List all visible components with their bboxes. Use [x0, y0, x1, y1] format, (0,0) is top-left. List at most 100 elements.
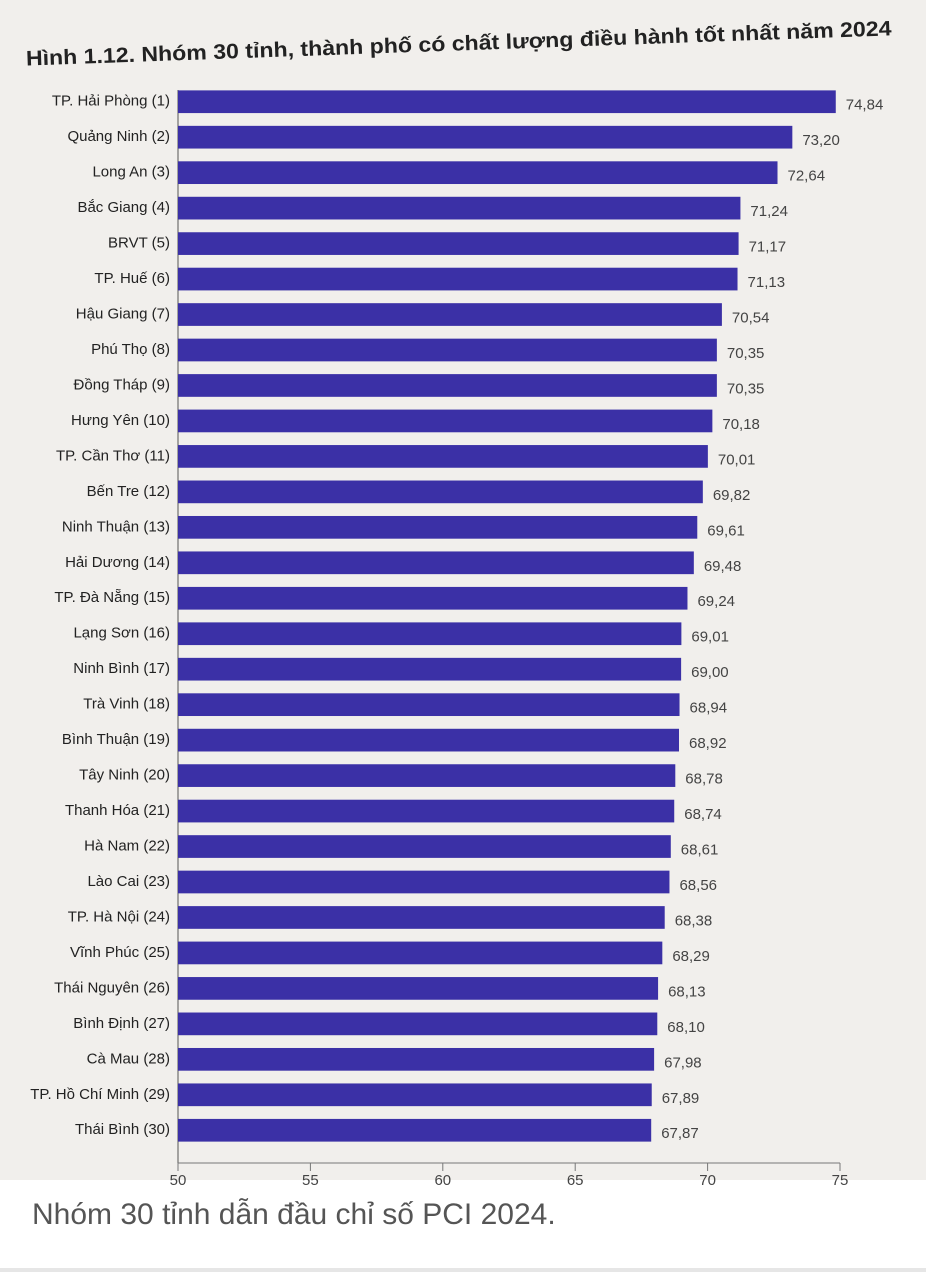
- bar: [178, 941, 663, 965]
- value-label: 69,48: [704, 558, 742, 575]
- value-label: 70,35: [727, 380, 765, 397]
- bar: [178, 586, 688, 610]
- x-tick-label: 75: [832, 1172, 849, 1189]
- bar: [178, 622, 682, 646]
- y-tick-label: Lạng Sơn (16): [73, 625, 170, 642]
- y-tick-label: TP. Hà Nội (24): [68, 908, 170, 925]
- y-tick-label: TP. Huế (6): [94, 270, 170, 287]
- value-label: 68,74: [684, 806, 722, 823]
- value-label: 70,01: [718, 451, 756, 468]
- bar: [178, 1083, 652, 1107]
- bar: [178, 303, 722, 326]
- y-tick-label: BRVT (5): [108, 235, 170, 252]
- bar: [178, 906, 665, 929]
- value-label: 73,20: [802, 132, 840, 149]
- bar: [178, 693, 680, 717]
- y-tick-label: Ninh Bình (17): [73, 660, 170, 677]
- value-label: 70,35: [727, 345, 765, 362]
- bar: [178, 1047, 655, 1071]
- y-tick-label: TP. Đà Nẵng (15): [54, 589, 170, 606]
- bar: [178, 764, 676, 787]
- value-label: 68,13: [668, 983, 706, 1000]
- bar: [178, 232, 739, 255]
- value-label: 69,82: [713, 487, 751, 504]
- y-tick-label: TP. Hồ Chí Minh (29): [30, 1086, 170, 1103]
- x-tick-label: 60: [434, 1172, 451, 1189]
- y-tick-label: Bến Tre (12): [87, 483, 170, 500]
- bar: [178, 267, 738, 291]
- value-label: 69,00: [691, 664, 729, 681]
- bar: [178, 161, 778, 185]
- x-tick-label: 65: [567, 1172, 584, 1189]
- y-tick-label: TP. Cần Thơ (11): [56, 447, 170, 464]
- bar: [178, 870, 670, 894]
- y-tick-label: Hà Nam (22): [84, 838, 170, 855]
- y-tick-label: Bắc Giang (4): [77, 199, 170, 216]
- bar: [178, 374, 717, 397]
- value-label: 68,38: [675, 912, 713, 929]
- bar: [178, 835, 671, 858]
- y-tick-label: TP. Hải Phòng (1): [52, 93, 170, 110]
- value-label: 68,56: [679, 877, 717, 894]
- caption: Nhóm 30 tỉnh dẫn đầu chỉ số PCI 2024.: [32, 1198, 556, 1231]
- value-label: 72,64: [788, 168, 826, 185]
- x-tick-label: 70: [699, 1172, 716, 1189]
- y-tick-label: Thái Bình (30): [75, 1121, 170, 1138]
- y-tick-label: Đồng Tháp (9): [74, 376, 170, 393]
- value-label: 74,84: [846, 97, 884, 114]
- bar: [178, 551, 694, 575]
- y-tick-label: Bình Định (27): [73, 1015, 170, 1032]
- y-tick-label: Hậu Giang (7): [76, 306, 170, 323]
- y-tick-label: Tây Ninh (20): [79, 767, 170, 784]
- y-tick-label: Cà Mau (28): [87, 1050, 170, 1067]
- value-label: 68,29: [672, 948, 710, 965]
- value-label: 67,87: [661, 1125, 699, 1142]
- bar: [178, 728, 680, 752]
- value-label: 70,18: [722, 416, 760, 433]
- y-tick-label: Quảng Ninh (2): [67, 128, 170, 145]
- value-label: 69,61: [707, 522, 745, 539]
- bar: [178, 480, 703, 504]
- value-label: 69,24: [697, 593, 735, 610]
- bar: [178, 90, 836, 114]
- value-label: 71,13: [748, 274, 786, 291]
- value-label: 68,78: [685, 771, 723, 788]
- separator: [0, 1268, 926, 1272]
- value-label: 67,89: [662, 1090, 700, 1107]
- bar: [178, 338, 717, 362]
- y-tick-label: Bình Thuận (19): [62, 731, 170, 748]
- y-tick-label: Long An (3): [92, 164, 170, 181]
- y-tick-label: Vĩnh Phúc (25): [70, 944, 170, 961]
- y-tick-label: Lào Cai (23): [87, 873, 170, 890]
- y-tick-label: Trà Vinh (18): [83, 696, 170, 713]
- y-tick-label: Phú Thọ (8): [91, 341, 170, 358]
- y-tick-label: Hưng Yên (10): [71, 412, 170, 429]
- bar: [178, 409, 713, 433]
- value-label: 68,92: [689, 735, 727, 752]
- y-tick-label: Thái Nguyên (26): [54, 979, 170, 996]
- bar: [178, 657, 682, 681]
- y-tick-label: Ninh Thuận (13): [62, 518, 170, 535]
- bar: [178, 445, 708, 468]
- bar: [178, 196, 741, 220]
- bar: [178, 515, 698, 539]
- bar: [178, 977, 659, 1000]
- value-label: 68,94: [690, 700, 728, 717]
- value-label: 67,98: [664, 1054, 702, 1071]
- bar: [178, 1012, 658, 1036]
- value-label: 68,61: [681, 842, 719, 859]
- x-tick-label: 50: [170, 1172, 187, 1189]
- y-tick-label: Thanh Hóa (21): [65, 802, 170, 819]
- y-tick-label: Hải Dương (14): [65, 554, 170, 571]
- bar: [178, 1118, 652, 1142]
- value-label: 71,17: [749, 239, 787, 256]
- value-label: 68,10: [667, 1019, 705, 1036]
- value-label: 70,54: [732, 310, 770, 327]
- bar: [178, 799, 675, 823]
- bar: [178, 125, 793, 149]
- value-label: 71,24: [750, 203, 788, 220]
- value-label: 69,01: [691, 629, 729, 646]
- x-tick-label: 55: [302, 1172, 319, 1189]
